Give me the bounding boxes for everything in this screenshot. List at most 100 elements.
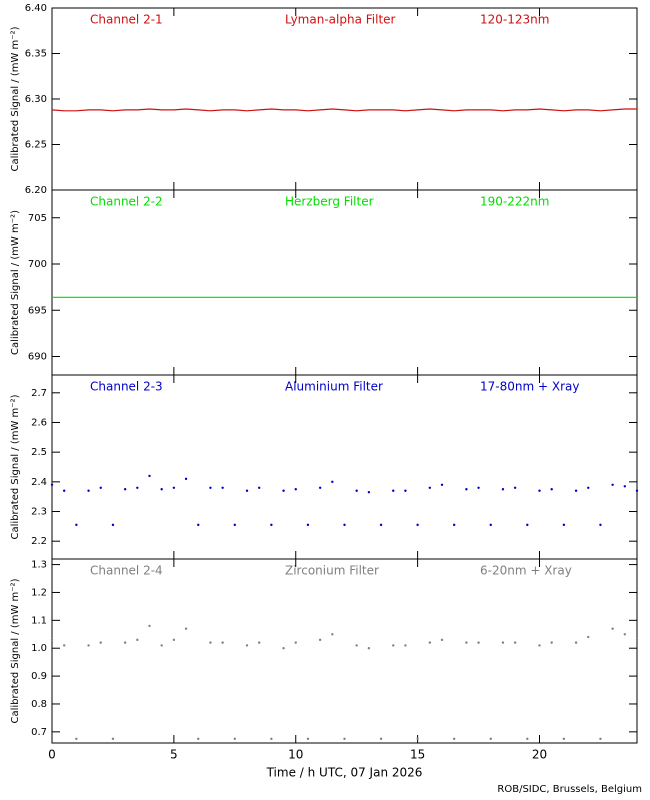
point bbox=[355, 489, 358, 492]
y-tick-label: 695 bbox=[28, 305, 47, 316]
point bbox=[257, 486, 261, 489]
point bbox=[148, 474, 151, 478]
panel-label: Aluminium Filter bbox=[285, 380, 383, 394]
point bbox=[172, 486, 176, 489]
point bbox=[343, 523, 346, 527]
point bbox=[526, 737, 529, 741]
point bbox=[611, 483, 614, 487]
y-tick-label: 1.3 bbox=[31, 560, 47, 571]
point bbox=[538, 489, 541, 492]
point bbox=[550, 641, 553, 644]
point bbox=[355, 644, 358, 647]
plot-frame bbox=[51, 374, 638, 560]
point bbox=[233, 523, 237, 527]
y-tick-label: 2.6 bbox=[31, 417, 47, 428]
point bbox=[221, 641, 224, 644]
point bbox=[392, 644, 395, 647]
point bbox=[526, 523, 529, 527]
series-line bbox=[51, 108, 637, 112]
panel-label: 190-222nm bbox=[480, 195, 549, 209]
point bbox=[197, 737, 200, 741]
y-tick-label: 6.30 bbox=[25, 94, 47, 105]
point bbox=[440, 638, 444, 642]
point bbox=[209, 641, 212, 644]
panel-label: Lyman-alpha Filter bbox=[285, 13, 396, 27]
x-tick-label: 20 bbox=[532, 748, 547, 762]
y-tick-label: 1.1 bbox=[31, 615, 47, 626]
y-tick-label: 2.7 bbox=[31, 388, 47, 399]
point bbox=[197, 523, 200, 527]
plot-frame bbox=[51, 189, 638, 376]
point bbox=[123, 488, 127, 491]
point bbox=[282, 489, 285, 492]
point bbox=[562, 523, 566, 527]
point bbox=[99, 641, 102, 644]
y-tick-label: 2.3 bbox=[31, 507, 47, 518]
y-tick-label: 6.35 bbox=[25, 49, 47, 60]
panel-label: 17-80nm + Xray bbox=[480, 380, 579, 394]
panel-label: Channel 2-2 bbox=[90, 195, 163, 209]
point bbox=[111, 523, 115, 527]
point bbox=[587, 635, 590, 639]
y-tick-label: 1.2 bbox=[31, 587, 47, 598]
point bbox=[379, 523, 383, 527]
point bbox=[599, 523, 602, 527]
point bbox=[50, 638, 54, 642]
point bbox=[209, 486, 212, 489]
point bbox=[270, 737, 273, 741]
point bbox=[87, 644, 90, 647]
y-tick-label: 705 bbox=[28, 213, 47, 224]
plot-frame bbox=[51, 7, 638, 191]
point bbox=[367, 491, 371, 494]
point bbox=[136, 638, 139, 642]
point bbox=[160, 644, 163, 647]
y-tick-label: 6.40 bbox=[25, 3, 47, 14]
point bbox=[184, 627, 188, 630]
panel-label: Channel 2-4 bbox=[90, 564, 163, 578]
point bbox=[184, 477, 188, 481]
point bbox=[513, 641, 517, 644]
y-axis-title: Calibrated Signal / (mW m⁻²) bbox=[10, 210, 21, 355]
point bbox=[148, 624, 151, 628]
point bbox=[574, 641, 578, 644]
point bbox=[452, 523, 456, 527]
point bbox=[489, 523, 492, 527]
y-axis-title: Calibrated Signal / (mW m⁻²) bbox=[10, 26, 21, 171]
point bbox=[379, 737, 383, 741]
point bbox=[270, 523, 273, 527]
point bbox=[282, 647, 285, 650]
point bbox=[331, 480, 334, 484]
point bbox=[50, 483, 54, 487]
point bbox=[245, 644, 249, 647]
point bbox=[501, 641, 505, 644]
point bbox=[318, 486, 322, 489]
point bbox=[87, 489, 90, 492]
point bbox=[623, 485, 627, 488]
point bbox=[562, 737, 566, 741]
y-tick-label: 690 bbox=[28, 352, 47, 363]
point bbox=[294, 641, 297, 644]
panel-label: 6-20nm + Xray bbox=[480, 564, 572, 578]
point bbox=[477, 486, 480, 489]
point bbox=[574, 489, 578, 492]
x-axis-title: Time / h UTC, 07 Jan 2026 bbox=[266, 766, 423, 780]
point bbox=[392, 489, 395, 492]
y-axis-title: Calibrated Signal / (mW m⁻²) bbox=[10, 394, 21, 539]
y-tick-label: 2.2 bbox=[31, 536, 47, 547]
x-tick-label: 10 bbox=[288, 748, 303, 762]
point bbox=[513, 486, 517, 489]
point bbox=[99, 486, 102, 489]
point bbox=[62, 644, 66, 647]
point bbox=[501, 488, 505, 491]
panel-label: 120-123nm bbox=[480, 13, 549, 27]
point bbox=[635, 638, 639, 642]
point bbox=[257, 641, 261, 644]
point bbox=[318, 638, 322, 642]
panel-label: Zirconium Filter bbox=[285, 564, 379, 578]
credit: ROB/SIDC, Brussels, Belgium bbox=[497, 784, 642, 795]
point bbox=[343, 737, 346, 741]
point bbox=[416, 523, 419, 527]
y-tick-label: 2.4 bbox=[31, 477, 47, 488]
point bbox=[221, 486, 224, 489]
point bbox=[611, 627, 614, 630]
